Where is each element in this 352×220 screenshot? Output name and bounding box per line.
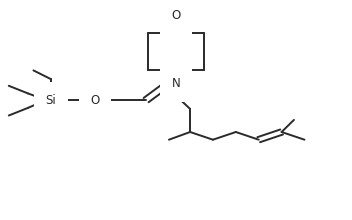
Text: O: O — [171, 9, 181, 22]
Text: N: N — [172, 77, 180, 90]
Text: Si: Si — [46, 94, 56, 107]
Text: O: O — [90, 94, 100, 107]
